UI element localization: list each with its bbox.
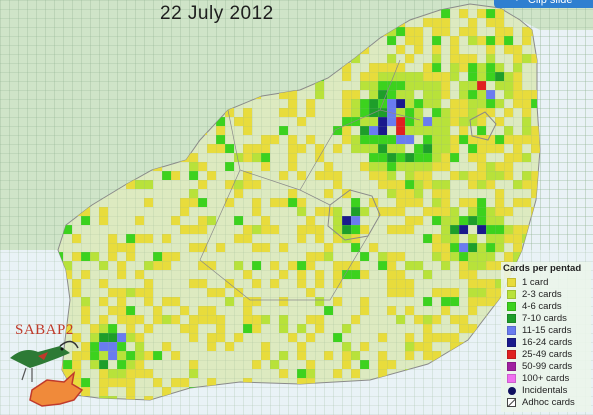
legend-label: 100+ cards: [522, 373, 570, 385]
legend-item: 16-24 cards: [507, 336, 591, 348]
legend-item: 7-10 cards: [507, 312, 591, 324]
legend-item: 100+ cards: [507, 373, 591, 385]
legend-label: 16-24 cards: [522, 337, 573, 349]
legend-swatch: [507, 338, 516, 348]
legend-swatch: [507, 398, 516, 408]
clip-slide-button[interactable]: ✂ Clip slide: [494, 0, 593, 8]
legend-swatch: [507, 374, 516, 384]
legend-item: 25-49 cards: [507, 349, 591, 361]
legend-label: 50-99 cards: [522, 361, 573, 373]
legend-label: 4-6 cards: [522, 300, 562, 312]
scissors-icon: ✂: [515, 0, 523, 5]
sabap2-logo-text: SABAP2: [15, 322, 74, 338]
south-africa-logo-shape: [29, 370, 84, 407]
legend-label: 7-10 cards: [522, 312, 567, 324]
map-date-title: 22 July 2012: [160, 3, 274, 24]
legend-swatch: [507, 277, 516, 287]
legend-label: 2-3 cards: [522, 288, 562, 300]
legend-item: 1 card: [507, 276, 591, 288]
province-border: [199, 59, 421, 301]
legend-item: 50-99 cards: [507, 361, 591, 373]
legend-label: 1 card: [522, 276, 549, 288]
legend-title: Cards per pentad: [503, 263, 582, 274]
map-legend: Cards per pentad 1 card 2-3 cards 4-6 card…: [501, 262, 591, 412]
legend-label: 25-49 cards: [522, 349, 573, 361]
legend-label: 11-15 cards: [522, 324, 572, 336]
legend-swatch: [508, 386, 516, 395]
legend-item: 11-15 cards: [507, 324, 591, 336]
legend-label: Adhoc cards: [522, 397, 575, 409]
legend-swatch: [507, 350, 516, 360]
legend-swatch: [507, 289, 516, 299]
legend-swatch: [507, 362, 516, 372]
legend-item: 4-6 cards: [507, 300, 591, 312]
legend-swatch: [507, 301, 516, 311]
legend-swatch: [507, 325, 516, 335]
sabap2-logo: [10, 340, 84, 407]
lesotho-border: [327, 189, 381, 241]
swaziland-border: [469, 111, 497, 141]
legend-item: Adhoc cards: [507, 397, 591, 409]
sunbird-beak-icon: [59, 340, 79, 349]
legend-item: Incidentals: [507, 385, 591, 397]
legend-label: Incidentals: [522, 385, 568, 397]
clip-slide-label: Clip slide: [528, 0, 573, 6]
legend-swatch: [507, 313, 516, 323]
legend-item: 2-3 cards: [507, 288, 591, 300]
